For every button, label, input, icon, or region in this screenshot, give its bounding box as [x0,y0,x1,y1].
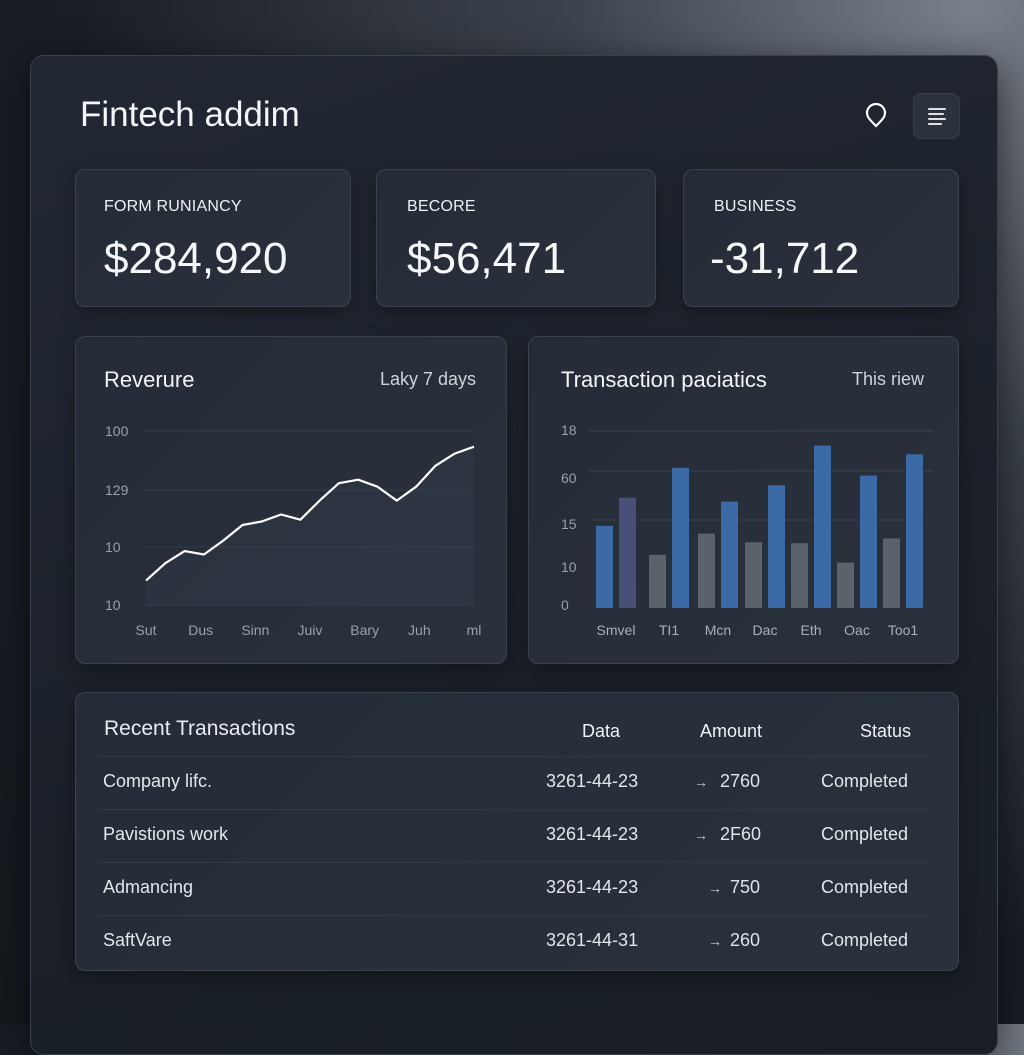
bar [672,467,689,608]
transaction-row[interactable]: Pavistions work 3261-44-23 → 2F60 Comple… [98,809,928,861]
y-tick-label: 18 [561,422,577,438]
transaction-date: 3261-44-23 [546,771,639,791]
bar [883,538,900,608]
bar [698,533,715,608]
y-tick-label: 10 [105,597,121,613]
column-header-status[interactable]: Status [860,721,912,741]
x-tick-label: Dus [188,622,213,638]
stat-label: BECORE [407,198,476,215]
x-tick-label: Too1 [888,622,919,638]
transaction-name: Admancing [103,877,194,897]
stat-label: BUSINESS [714,198,797,215]
transaction-date: 3261-44-31 [546,930,639,950]
transaction-status: Completed [821,771,909,791]
bar [814,445,831,608]
transactions-chart-card: Transaction paciatics This riew 18 60 15 10… [528,336,959,664]
recent-transactions-title: Recent Transactions [104,717,296,740]
page-title: Fintech addim [80,95,300,134]
stat-card: BECORE $56,471 [376,169,656,307]
transaction-row[interactable]: Admancing 3261-44-23 → 750 Completed [98,862,928,914]
x-tick-label: ml [467,622,482,638]
menu-icon-line [928,123,942,125]
bar [837,562,854,608]
x-tick-label: Oac [844,622,870,638]
x-tick-label: Eth [800,622,821,638]
transaction-row[interactable]: Company lifc. 3261-44-23 → 2760 Complete… [98,756,928,808]
y-tick-label: 60 [561,470,577,486]
bar [791,543,808,608]
column-header-date[interactable]: Data [582,721,621,741]
stat-card: BUSINESS -31,712 [683,169,959,307]
bar [860,475,877,608]
x-tick-label: Juh [408,622,431,638]
x-tick-label: Sinn [241,622,269,638]
y-tick-label: 129 [105,482,129,498]
bar [768,485,785,608]
transactions-bar-chart: 18 60 15 10 0 Smvel TI1 Mcn Dac Eth Oac Too1 [561,422,933,638]
y-tick-label: 10 [561,559,577,575]
transaction-name: Company lifc. [103,771,213,791]
x-tick-label: Smvel [597,622,636,638]
revenue-line-chart: 100 129 10 10 Sut Dus Sinn Juiv Bary Juh ml [105,423,482,638]
stat-value: $284,920 [104,234,288,283]
transaction-date: 3261-44-23 [546,877,639,897]
stat-value: -31,712 [710,234,860,283]
transaction-status: Completed [821,930,909,950]
revenue-period[interactable]: Laky 7 days [379,369,476,389]
revenue-title: Reverure [104,367,195,392]
bar [649,554,666,608]
line-area [146,446,474,605]
y-tick-label: 0 [561,597,569,613]
recent-transactions-card: Recent Transactions Data Amount Status C… [75,692,959,971]
transaction-name: SaftVare [103,930,172,950]
y-tick-label: 15 [561,516,577,532]
transactions-chart-title: Transaction paciatics [561,367,767,392]
y-tick-label: 10 [105,539,121,555]
transaction-amount: 750 [730,877,761,897]
menu-button[interactable] [913,93,960,139]
revenue-card: Reverure Laky 7 days 100 129 10 10 Sut Dus Sin… [75,336,507,664]
arrow-icon: → [708,880,722,896]
bar [619,497,636,608]
x-tick-label: Sut [135,622,156,638]
arrow-icon: → [694,827,708,843]
stat-card: FORM RUNIANCY $284,920 [75,169,351,307]
transaction-status: Completed [821,824,909,844]
x-tick-label: Mcn [705,622,731,638]
transaction-status: Completed [821,877,909,897]
x-tick-label: Dac [753,622,778,638]
arrow-icon: → [708,933,722,949]
transaction-date: 3261-44-23 [546,824,639,844]
bar [596,525,613,608]
stat-value: $56,471 [407,234,567,283]
x-tick-label: TI1 [659,622,679,638]
bar [745,542,762,608]
bar [906,454,923,608]
revenue-series-line [145,445,475,582]
x-tick-label: Juiv [298,622,323,638]
map-pin-icon[interactable] [864,103,888,129]
transaction-amount: 260 [730,930,761,950]
menu-icon-line [928,113,944,115]
transaction-amount: 2F60 [720,824,762,844]
arrow-icon: → [694,774,708,790]
transaction-name: Pavistions work [103,824,229,844]
transaction-amount: 2760 [720,771,761,791]
transactions-chart-period[interactable]: This riew [851,369,924,389]
menu-icon [928,108,946,110]
stat-label: FORM RUNIANCY [104,198,242,215]
y-tick-label: 100 [105,423,129,439]
menu-icon-line [928,118,946,120]
x-tick-label: Bary [350,622,379,638]
bar [721,501,738,608]
column-header-amount[interactable]: Amount [700,721,763,741]
transaction-row[interactable]: SaftVare 3261-44-31 → 260 Completed [98,915,928,967]
